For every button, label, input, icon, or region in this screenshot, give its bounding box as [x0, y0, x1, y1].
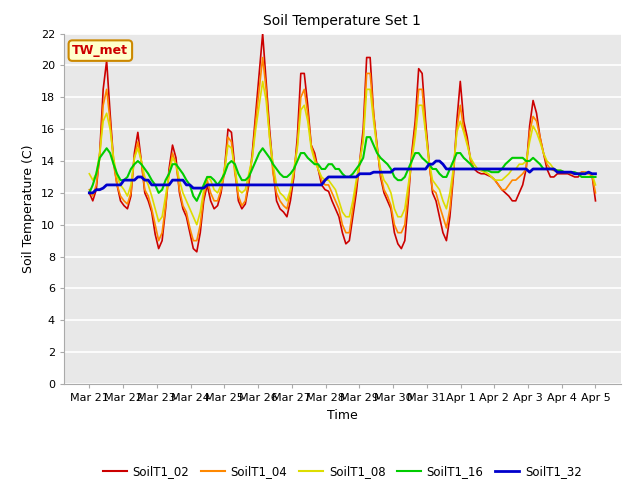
- SoilT1_08: [591, 182, 599, 188]
- SoilT1_16: [443, 174, 451, 180]
- SoilT1_04: [259, 55, 266, 60]
- SoilT1_32: [439, 161, 447, 167]
- SoilT1_16: [193, 198, 200, 204]
- SoilT1_16: [86, 190, 93, 196]
- SoilT1_16: [252, 158, 260, 164]
- SoilT1_02: [484, 172, 492, 178]
- SoilT1_04: [370, 110, 378, 116]
- SoilT1_08: [224, 142, 232, 148]
- SoilT1_08: [491, 177, 499, 183]
- SoilT1_08: [484, 171, 492, 177]
- SoilT1_32: [363, 171, 371, 177]
- Line: SoilT1_04: SoilT1_04: [90, 58, 595, 240]
- SoilT1_08: [370, 119, 378, 124]
- SoilT1_32: [221, 182, 228, 188]
- SoilT1_04: [155, 238, 163, 243]
- SoilT1_04: [86, 187, 93, 192]
- Line: SoilT1_32: SoilT1_32: [90, 161, 595, 193]
- Line: SoilT1_02: SoilT1_02: [90, 34, 595, 252]
- SoilT1_04: [443, 225, 451, 231]
- SoilT1_32: [432, 158, 440, 164]
- SoilT1_02: [491, 177, 499, 183]
- SoilT1_08: [259, 79, 266, 84]
- SoilT1_02: [259, 31, 266, 36]
- Y-axis label: Soil Temperature (C): Soil Temperature (C): [22, 144, 35, 273]
- SoilT1_04: [491, 177, 499, 183]
- Line: SoilT1_16: SoilT1_16: [90, 137, 595, 201]
- SoilT1_32: [481, 166, 488, 172]
- SoilT1_04: [252, 119, 260, 124]
- SoilT1_04: [591, 190, 599, 196]
- SoilT1_08: [252, 126, 260, 132]
- SoilT1_16: [591, 174, 599, 180]
- SoilT1_02: [252, 110, 260, 116]
- SoilT1_16: [484, 168, 492, 173]
- SoilT1_04: [484, 171, 492, 177]
- SoilT1_04: [224, 134, 232, 140]
- SoilT1_16: [363, 134, 371, 140]
- Title: Soil Temperature Set 1: Soil Temperature Set 1: [264, 14, 421, 28]
- SoilT1_32: [488, 166, 495, 172]
- SoilT1_32: [86, 190, 93, 196]
- SoilT1_08: [193, 222, 200, 228]
- X-axis label: Time: Time: [327, 408, 358, 421]
- SoilT1_02: [86, 190, 93, 196]
- Line: SoilT1_08: SoilT1_08: [90, 82, 595, 225]
- SoilT1_02: [370, 110, 378, 116]
- SoilT1_32: [591, 171, 599, 177]
- Legend: SoilT1_02, SoilT1_04, SoilT1_08, SoilT1_16, SoilT1_32: SoilT1_02, SoilT1_04, SoilT1_08, SoilT1_…: [99, 461, 586, 480]
- SoilT1_32: [248, 182, 256, 188]
- SoilT1_02: [443, 238, 451, 243]
- SoilT1_02: [193, 249, 200, 255]
- SoilT1_16: [491, 169, 499, 175]
- SoilT1_02: [224, 126, 232, 132]
- SoilT1_08: [443, 206, 451, 212]
- SoilT1_02: [591, 198, 599, 204]
- SoilT1_16: [370, 142, 378, 148]
- SoilT1_08: [86, 171, 93, 177]
- SoilT1_16: [224, 161, 232, 167]
- Text: TW_met: TW_met: [72, 44, 129, 57]
